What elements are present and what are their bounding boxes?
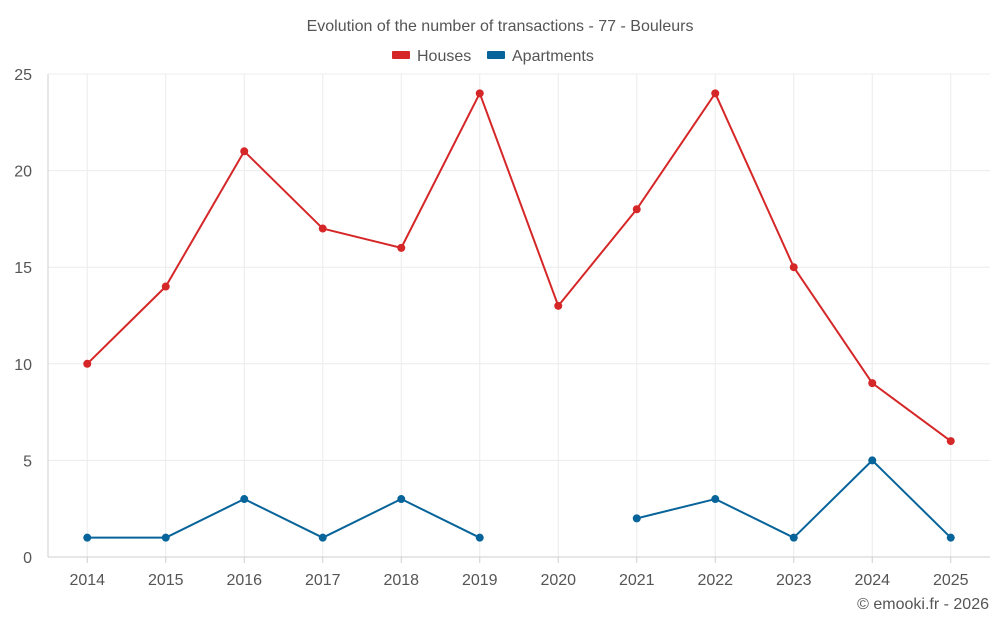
data-point-houses-2024[interactable]: [868, 379, 877, 388]
series-line-apartments: [87, 498, 481, 539]
data-point-apartments-2023[interactable]: [789, 533, 798, 542]
data-point-apartments-2022[interactable]: [711, 495, 720, 504]
data-point-apartments-2014[interactable]: [83, 533, 92, 542]
data-point-houses-2015[interactable]: [161, 282, 170, 291]
legend-swatch-houses: [392, 51, 410, 59]
data-point-apartments-2019[interactable]: [475, 533, 484, 542]
series-line-houses: [86, 92, 952, 442]
x-tick-label-2018: 2018: [383, 572, 419, 589]
data-point-houses-2014[interactable]: [83, 359, 92, 368]
data-point-apartments-2016[interactable]: [240, 495, 249, 504]
data-point-apartments-2024[interactable]: [868, 456, 877, 465]
x-tick-label-2024: 2024: [854, 572, 890, 589]
y-tick-label: 20: [14, 164, 32, 181]
data-point-houses-2022[interactable]: [711, 89, 720, 98]
x-tick-label-2025: 2025: [933, 572, 969, 589]
x-axis-ticks: 2014 2015 2016 2017 2018 2019 2020 2021 2022 2023…: [69, 572, 968, 589]
data-point-houses-2018[interactable]: [397, 243, 406, 252]
data-point-apartments-2021[interactable]: [632, 514, 641, 523]
x-tick-label-2022: 2022: [697, 572, 733, 589]
y-axis-ticks: 0 5 10 15 20 25: [14, 67, 32, 567]
data-point-apartments-2018[interactable]: [397, 495, 406, 504]
series-houses: [83, 89, 955, 446]
legend-item-houses[interactable]: Houses: [392, 48, 471, 65]
x-tick-label-2015: 2015: [148, 572, 184, 589]
y-tick-label: 10: [14, 357, 32, 374]
data-point-houses-2020[interactable]: [554, 301, 563, 310]
gridlines: [48, 73, 990, 557]
y-tick-label: 5: [23, 453, 32, 470]
data-point-apartments-2015[interactable]: [161, 533, 170, 542]
y-tick-label: 25: [14, 67, 32, 84]
data-point-apartments-2025[interactable]: [946, 533, 955, 542]
data-point-houses-2017[interactable]: [318, 224, 327, 233]
series: [83, 89, 955, 542]
data-point-apartments-2017[interactable]: [318, 533, 327, 542]
x-tick-label-2020: 2020: [540, 572, 576, 589]
data-point-houses-2021[interactable]: [632, 205, 641, 214]
legend-label-apartments: Apartments: [512, 48, 594, 65]
chart-title: Evolution of the number of transactions …: [307, 18, 694, 35]
axes: [47, 74, 990, 563]
legend: Houses Apartments: [392, 48, 594, 65]
data-point-houses-2023[interactable]: [789, 263, 798, 272]
x-tick-label-2023: 2023: [776, 572, 812, 589]
y-tick-label: 15: [14, 260, 32, 277]
x-tick-label-2014: 2014: [69, 572, 105, 589]
series-apartments: [83, 456, 955, 542]
data-point-houses-2025[interactable]: [946, 437, 955, 446]
data-point-houses-2019[interactable]: [475, 89, 484, 98]
legend-item-apartments[interactable]: Apartments: [487, 48, 594, 65]
legend-swatch-apartments: [487, 51, 505, 59]
legend-label-houses: Houses: [417, 48, 471, 65]
x-tick-label-2016: 2016: [226, 572, 262, 589]
x-tick-label-2019: 2019: [462, 572, 498, 589]
x-tick-label-2021: 2021: [619, 572, 655, 589]
credit-text: © emooki.fr - 2026: [857, 596, 989, 613]
y-tick-label: 0: [23, 550, 32, 567]
x-tick-label-2017: 2017: [305, 572, 341, 589]
data-point-houses-2016[interactable]: [240, 147, 249, 156]
